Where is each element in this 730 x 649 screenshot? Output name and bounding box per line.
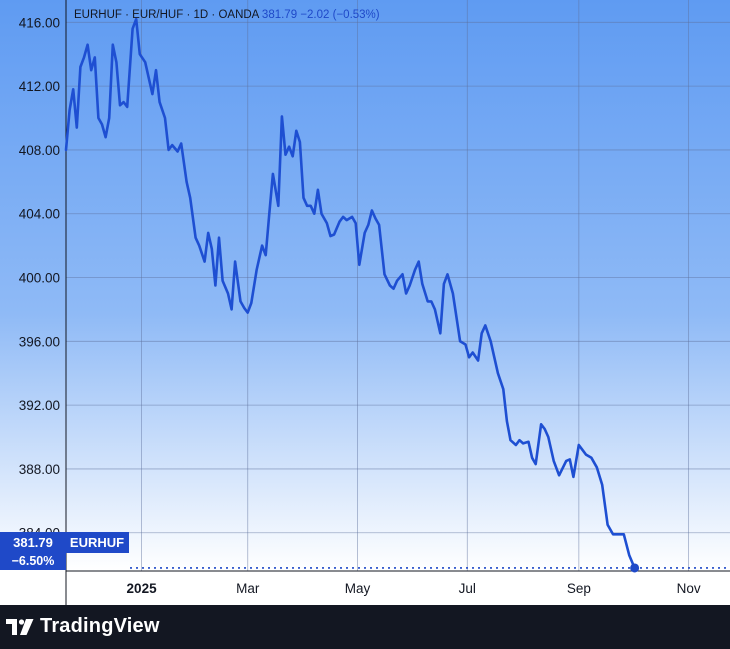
y-tick-label: 388.00: [19, 462, 60, 477]
series-label-box: [66, 532, 129, 553]
header-symbol: EURHUF: [74, 9, 122, 21]
y-tick-label: 396.00: [19, 334, 60, 349]
y-tick-label: 400.00: [19, 271, 60, 286]
x-tick-label: May: [345, 581, 371, 596]
y-tick-label: 412.00: [19, 79, 60, 94]
x-tick-label: 2025: [127, 581, 158, 596]
price-label-box: [0, 532, 66, 570]
price-label-value: 381.79: [13, 535, 53, 550]
footer-bar: TradingView: [0, 605, 730, 649]
header-change: −2.02: [300, 9, 329, 21]
grid-horizontal: [66, 21, 730, 534]
y-axis-ticks: 416.00 412.00 408.00 404.00 400.00 396.00 392.…: [19, 15, 60, 540]
tradingview-logo[interactable]: TradingView: [6, 615, 160, 638]
last-price-dot: [630, 563, 640, 573]
x-axis-ticks: 2025 Mar May Jul Sep Nov: [127, 581, 701, 596]
price-label: 381.79 −6.50% EURHUF: [0, 532, 129, 570]
grid-vertical: [141, 0, 690, 571]
series-line-eurhuf: [64, 17, 636, 570]
tradingview-icon: [6, 618, 34, 635]
x-axis-band: [0, 571, 730, 605]
y-tick-label: 392.00: [19, 398, 60, 413]
price-label-change: −6.50%: [12, 554, 55, 568]
header-exchange: OANDA: [218, 9, 259, 21]
y-tick-label: 404.00: [19, 207, 60, 222]
x-tick-label: Mar: [236, 581, 260, 596]
header-change-pct: (−0.53%): [333, 9, 380, 21]
chart[interactable]: 416.00 412.00 408.00 404.00 400.00 396.00 392.…: [0, 0, 730, 605]
plot-background: [0, 0, 730, 571]
y-tick-label: 408.00: [19, 143, 60, 158]
x-tick-label: Nov: [677, 581, 701, 596]
header-price: 381.79: [262, 9, 297, 21]
series-label-text: EURHUF: [70, 535, 124, 550]
svg-text:EURHUF · EUR/HUF · 1D · OANDA: EURHUF · EUR/HUF · 1D · OANDA 381.79 −2.…: [74, 9, 380, 21]
x-tick-label: Jul: [459, 581, 476, 596]
x-tick-label: Sep: [567, 581, 591, 596]
header-legend: EURHUF · EUR/HUF · 1D · OANDA 381.79 −2.…: [74, 9, 380, 21]
header-description: EUR/HUF: [132, 9, 183, 21]
header-interval: 1D: [194, 9, 209, 21]
tradingview-wordmark: TradingView: [40, 615, 160, 637]
y-tick-label: 416.00: [19, 15, 60, 30]
